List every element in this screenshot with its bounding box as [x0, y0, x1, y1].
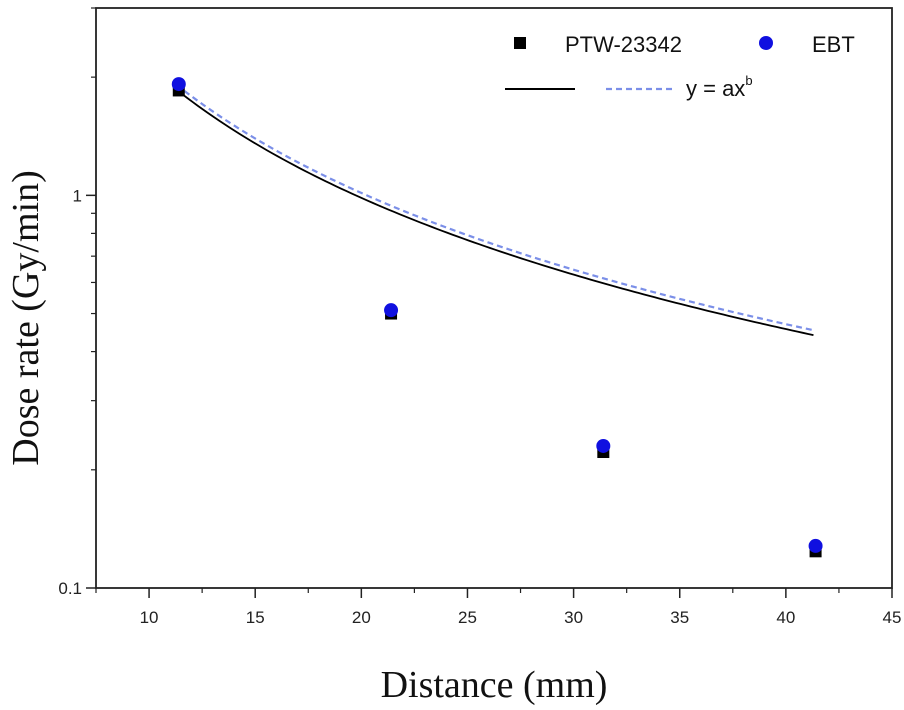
legend-marker-ptw	[514, 37, 526, 49]
fit-curve-solid	[176, 89, 814, 336]
y-tick-label: 0.1	[58, 579, 82, 598]
x-tick-label: 10	[140, 608, 159, 627]
x-tick-label: 20	[352, 608, 371, 627]
point-ebt	[596, 438, 611, 453]
data-points	[171, 77, 823, 558]
fit-curve-dashed	[175, 84, 814, 332]
y-axis-title: Dose rate (Gy/min)	[5, 170, 47, 465]
y-tick-label: 1	[73, 186, 82, 205]
legend-label-ptw: PTW-23342	[565, 32, 682, 57]
plot-frame	[95, 7, 893, 589]
point-ebt	[808, 538, 823, 553]
x-tick-label: 35	[670, 608, 689, 627]
point-ebt	[171, 77, 186, 92]
legend-fit-sup: b	[745, 73, 752, 88]
point-ebt	[384, 303, 399, 318]
legend: PTW-23342 EBT y = axb	[505, 32, 855, 101]
legend-fit-text: y = ax	[686, 76, 745, 101]
x-tick-label: 40	[776, 608, 795, 627]
legend-fit-label: y = axb	[686, 73, 753, 101]
x-tick-label: 15	[246, 608, 265, 627]
x-axis-ticks: 10 15 20 25 30 35 40 45	[95, 588, 902, 627]
x-axis-title: Distance (mm)	[381, 664, 608, 706]
x-tick-label: 25	[458, 608, 477, 627]
x-tick-label: 45	[883, 608, 902, 627]
fit-curves	[175, 84, 814, 336]
legend-label-ebt: EBT	[812, 32, 855, 57]
x-tick-label: 30	[564, 608, 583, 627]
legend-marker-ebt	[759, 36, 773, 50]
y-axis-ticks: 0.11	[58, 7, 96, 598]
